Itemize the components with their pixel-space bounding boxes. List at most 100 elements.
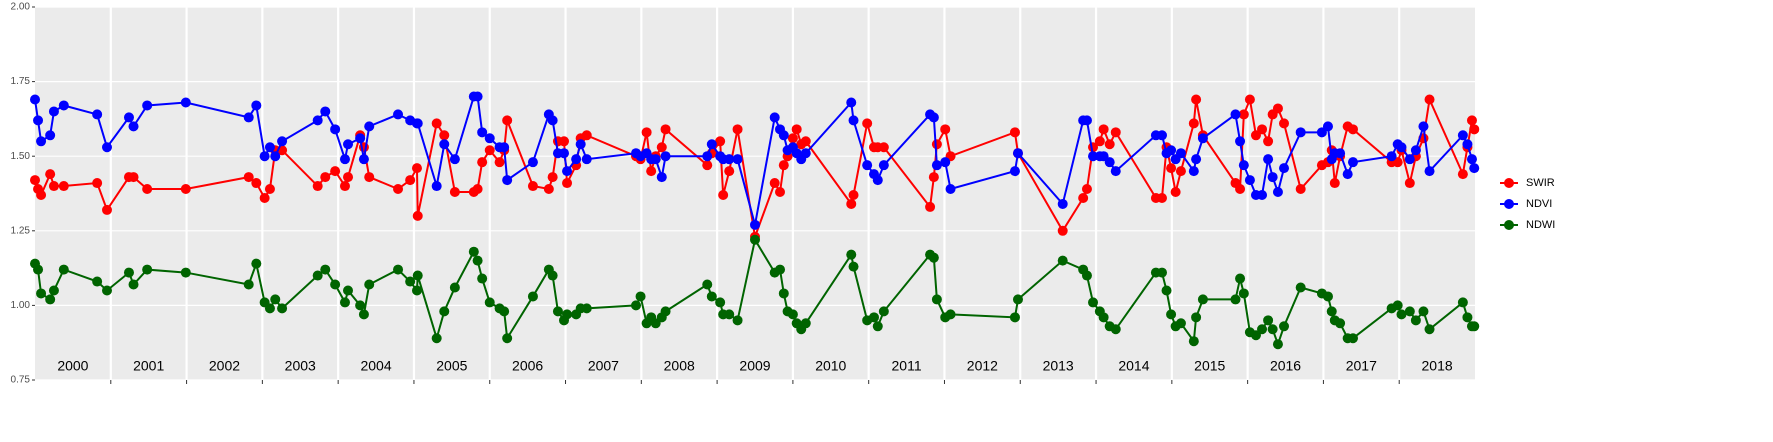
data-point: [800, 136, 811, 147]
data-point: [702, 279, 713, 290]
data-point: [1188, 118, 1199, 129]
data-point: [142, 100, 153, 111]
data-point: [484, 133, 495, 144]
data-point: [1188, 166, 1199, 177]
data-point: [862, 160, 873, 171]
data-point: [1347, 333, 1358, 344]
data-point: [1424, 166, 1435, 177]
data-point: [945, 309, 956, 320]
data-point: [1057, 225, 1068, 236]
data-point: [1272, 187, 1283, 198]
data-point: [411, 285, 422, 296]
data-point: [1392, 300, 1403, 311]
data-point: [1244, 94, 1255, 105]
data-point: [1263, 136, 1274, 147]
data-point: [1094, 136, 1105, 147]
data-point: [1081, 270, 1092, 281]
data-point: [439, 139, 450, 150]
data-point: [1156, 192, 1167, 203]
data-point: [1396, 309, 1407, 320]
data-point: [527, 291, 538, 302]
data-point: [405, 276, 416, 287]
year-label: 2002: [209, 358, 240, 374]
data-point: [484, 297, 495, 308]
year-label: 2008: [664, 358, 695, 374]
data-point: [769, 112, 780, 123]
data-point: [472, 91, 483, 102]
data-point: [36, 136, 47, 147]
data-point: [1175, 318, 1186, 329]
data-point: [1235, 136, 1246, 147]
data-point: [1347, 124, 1358, 135]
data-point: [243, 172, 254, 183]
data-point: [706, 139, 717, 150]
year-label: 2000: [57, 358, 88, 374]
data-point: [931, 294, 942, 305]
data-point: [1347, 157, 1358, 168]
data-point: [264, 142, 275, 153]
data-point: [631, 300, 642, 311]
data-point: [58, 181, 69, 192]
data-point: [1466, 115, 1477, 126]
data-point: [1098, 312, 1109, 323]
data-point: [1235, 184, 1246, 195]
y-tick-label: 1.50: [11, 151, 31, 162]
y-tick-label: 1.25: [11, 225, 31, 236]
data-point: [339, 181, 350, 192]
data-point: [1457, 130, 1468, 141]
data-point: [1404, 154, 1415, 165]
data-point: [320, 106, 331, 117]
data-point: [848, 115, 859, 126]
data-point: [878, 306, 889, 317]
data-point: [405, 175, 416, 186]
data-point: [477, 127, 488, 138]
data-point: [1009, 127, 1020, 138]
year-label: 2011: [892, 358, 922, 374]
data-point: [1081, 115, 1092, 126]
data-point: [330, 279, 341, 290]
data-point: [581, 303, 592, 314]
data-point: [750, 219, 760, 230]
data-point: [1110, 166, 1121, 177]
legend-marker: [1504, 199, 1514, 209]
data-point: [940, 124, 951, 135]
data-point: [259, 151, 270, 162]
data-point: [775, 187, 786, 198]
data-point: [1418, 121, 1429, 132]
legend-label: SWIR: [1526, 177, 1555, 189]
data-point: [1257, 324, 1268, 335]
data-point: [264, 303, 275, 314]
data-point: [128, 279, 139, 290]
year-label: 2001: [133, 358, 164, 374]
data-point: [412, 210, 423, 221]
data-point: [343, 139, 354, 150]
data-point: [928, 172, 939, 183]
data-point: [494, 157, 505, 168]
data-point: [1170, 187, 1181, 198]
data-point: [571, 154, 582, 165]
year-label: 2007: [588, 358, 619, 374]
y-tick-label: 1.00: [11, 300, 31, 311]
data-point: [1396, 142, 1407, 153]
data-point: [270, 294, 281, 305]
year-label: 2014: [1118, 358, 1149, 374]
data-point: [1322, 121, 1333, 132]
data-point: [123, 112, 134, 123]
data-point: [1188, 336, 1199, 347]
y-tick-label: 2.00: [11, 2, 31, 13]
data-point: [1335, 148, 1346, 159]
data-point: [142, 264, 153, 275]
data-point: [364, 172, 375, 183]
data-point: [102, 285, 112, 296]
data-point: [928, 112, 939, 123]
data-point: [468, 246, 479, 257]
data-point: [1081, 184, 1092, 195]
data-point: [48, 181, 59, 192]
data-point: [358, 309, 369, 320]
data-point: [411, 163, 422, 174]
data-point: [484, 145, 495, 156]
data-point: [330, 124, 341, 135]
data-point: [123, 267, 134, 278]
data-point: [800, 318, 811, 329]
data-point: [472, 184, 483, 195]
